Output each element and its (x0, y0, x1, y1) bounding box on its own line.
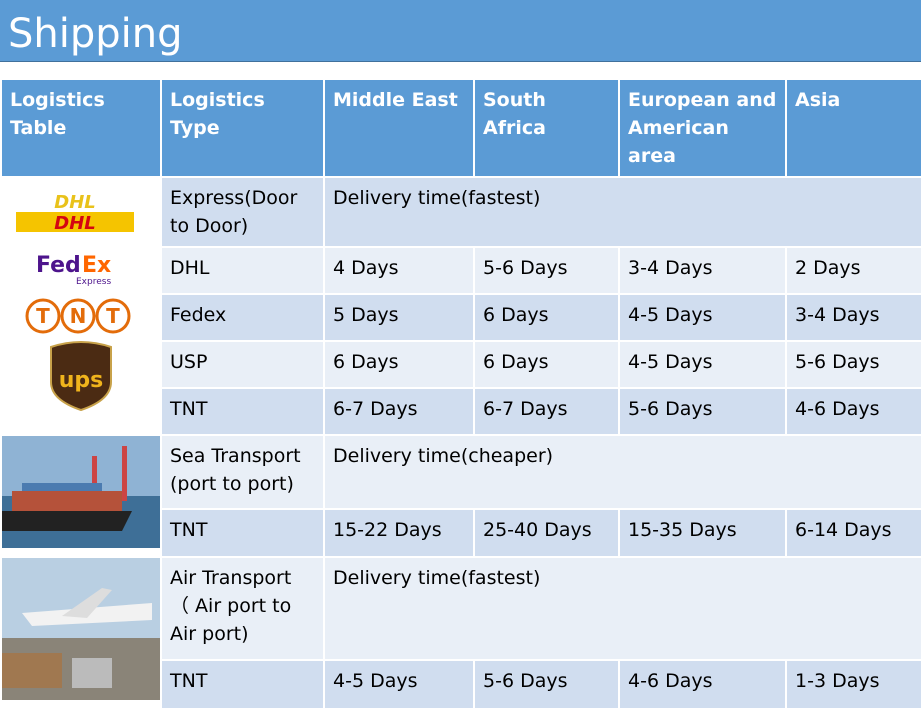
days-cell: 5 Days (323, 293, 475, 342)
days-cell: 4-5 Days (323, 659, 475, 710)
page-title: Shipping (0, 0, 921, 62)
header-cell: European and American area (618, 78, 787, 178)
logistics-type: Express(Door to Door) (160, 176, 325, 248)
delivery-note: Delivery time(cheaper) (323, 434, 921, 510)
table-row: Air Transport （ Air port to Air port) De… (0, 555, 921, 710)
days-cell: 4-5 Days (618, 340, 787, 389)
table-row: Sea Transport (port to port) Delivery ti… (0, 434, 921, 558)
cargo-plane-image (2, 558, 160, 700)
logistics-type: Sea Transport (port to port) (160, 434, 325, 510)
days-cell: 4-5 Days (618, 293, 787, 342)
header-cell: Logistics Table (0, 78, 162, 178)
carrier-cell: DHL (160, 246, 325, 295)
days-cell: 6-14 Days (785, 507, 921, 559)
svg-text:Ex: Ex (82, 253, 111, 278)
header-cell: South Africa (473, 78, 620, 178)
days-cell: 6 Days (323, 340, 475, 389)
svg-text:T: T (106, 304, 120, 328)
svg-text:DHL: DHL (54, 213, 95, 234)
days-cell: 6 Days (473, 340, 620, 389)
logistics-table: Logistics Table Logistics Type Middle Ea… (0, 78, 921, 710)
header-cell: Middle East (323, 78, 475, 178)
days-cell: 2 Days (785, 246, 921, 295)
header-cell: Asia (785, 78, 921, 178)
days-cell: 25-40 Days (473, 507, 620, 559)
svg-text:N: N (70, 304, 87, 328)
carrier-cell: TNT (160, 387, 325, 436)
days-cell: 5-6 Days (473, 246, 620, 295)
days-cell: 5-6 Days (473, 659, 620, 710)
svg-text:ups: ups (59, 368, 104, 393)
header-row: Logistics Table Logistics Type Middle Ea… (0, 78, 921, 178)
days-cell: 15-22 Days (323, 507, 475, 559)
days-cell: 4-6 Days (785, 387, 921, 436)
header-cell: Logistics Type (160, 78, 325, 178)
table-row: TNT 15-22 Days 25-40 Days 15-35 Days 6-14 Da… (1, 507, 921, 559)
sea-transport-photo (0, 434, 162, 558)
days-cell: 1-3 Days (785, 659, 921, 710)
logistics-type: Air Transport （ Air port to Air port) (160, 555, 325, 662)
days-cell: 5-6 Days (785, 340, 921, 389)
svg-text:DHL: DHL (54, 192, 95, 213)
days-cell: 15-35 Days (618, 507, 787, 559)
ups-logo: ups (50, 341, 112, 412)
carrier-cell: TNT (160, 659, 325, 710)
delivery-note: Delivery time(fastest) (323, 176, 921, 248)
carrier-cell: TNT (160, 507, 325, 559)
carrier-cell: USP (160, 340, 325, 389)
days-cell: 3-4 Days (618, 246, 787, 295)
days-cell: 6-7 Days (473, 387, 620, 436)
cargo-ship-image (2, 436, 160, 548)
air-transport-photo (0, 556, 162, 710)
svg-text:T: T (36, 304, 50, 328)
table-row: Fedex 5 Days 6 Days 4-5 Days 3-4 Days (1, 293, 921, 342)
table-row: USP 6 Days 6 Days 4-5 Days 5-6 Days (1, 340, 921, 389)
svg-text:Fed: Fed (36, 253, 81, 278)
days-cell: 5-6 Days (618, 387, 787, 436)
days-cell: 6 Days (473, 293, 620, 342)
table-row: DHL 4 Days 5-6 Days 3-4 Days 2 Days (1, 246, 921, 295)
carrier-cell: Fedex (160, 293, 325, 342)
delivery-note: Delivery time(fastest) (323, 555, 921, 662)
days-cell: 3-4 Days (785, 293, 921, 342)
days-cell: 4 Days (323, 246, 475, 295)
table-row: TNT 6-7 Days 6-7 Days 5-6 Days 4-6 Days (1, 387, 921, 436)
svg-text:Express: Express (76, 277, 111, 287)
days-cell: 6-7 Days (323, 387, 475, 436)
days-cell: 4-6 Days (618, 659, 787, 710)
